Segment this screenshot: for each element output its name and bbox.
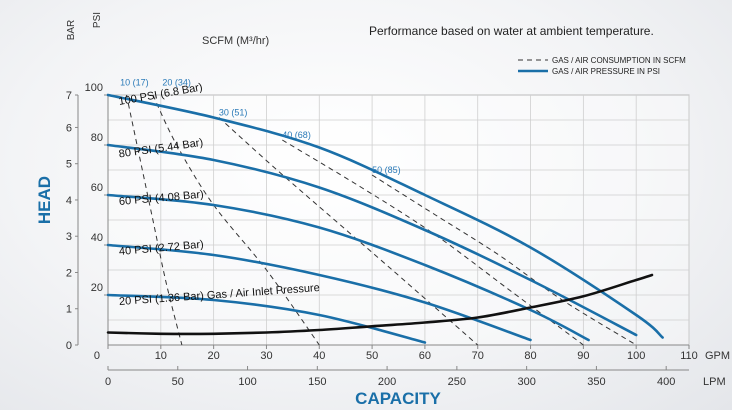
psi-tick-label: 100	[85, 82, 103, 94]
lpm-tick-label: 350	[587, 376, 605, 388]
gpm-tick-label: 60	[419, 350, 431, 362]
gpm-tick-label: 50	[366, 350, 378, 362]
pressure-curve	[106, 193, 590, 342]
gpm-tick-label: 70	[472, 350, 484, 362]
bar-tick-label: 5	[66, 159, 72, 171]
legend-label: GAS / AIR CONSUMPTION IN SCFM	[552, 56, 686, 65]
legend: GAS / AIR CONSUMPTION IN SCFM GAS / AIR P…	[518, 56, 686, 76]
gpm-tick-label: 80	[524, 350, 536, 362]
consumption-line	[152, 94, 320, 346]
consumption-label: 40 (68)	[282, 130, 311, 140]
bar-tick-label: 7	[66, 90, 72, 102]
gpm-tick-label: 40	[313, 350, 325, 362]
psi-tick-label: 40	[91, 232, 103, 244]
bar-tick-label: 2	[66, 267, 72, 279]
head-axis-title: HEAD	[35, 176, 54, 224]
performance-note: Performance based on water at ambient te…	[369, 24, 654, 38]
lpm-tick-label: 0	[105, 376, 111, 388]
lpm-unit-label: LPM	[703, 376, 726, 388]
gpm-tick-label: 110	[680, 350, 698, 362]
psi-tick-label: 20	[91, 282, 103, 294]
consumption-label: 20 (34)	[162, 78, 191, 88]
consumption-label: 50 (85)	[372, 165, 401, 175]
lpm-tick-label: 100	[238, 376, 256, 388]
lpm-tick-label: 200	[378, 376, 396, 388]
consumption-line	[126, 94, 183, 346]
bar-tick-label: 0	[66, 340, 72, 352]
gpm-tick-label: 100	[627, 350, 645, 362]
gpm-unit-label: GPM	[705, 350, 730, 362]
grid	[107, 94, 690, 346]
psi-tick-label: 60	[91, 182, 103, 194]
lpm-tick-label: 400	[657, 376, 675, 388]
bar-tick-label: 3	[66, 231, 72, 243]
pressure-curve	[106, 243, 532, 342]
pressure-curve	[106, 93, 664, 339]
gpm-tick-label: 20	[208, 350, 220, 362]
pressure-curve	[106, 293, 427, 344]
gpm-tick-label: 0	[94, 350, 100, 362]
lpm-tick-label: 300	[517, 376, 535, 388]
consumption-label: 30 (51)	[219, 108, 248, 118]
bar-tick-label: 1	[66, 304, 72, 316]
gpm-tick-label: 90	[577, 350, 589, 362]
lpm-tick-label: 150	[308, 376, 326, 388]
psi-tick-label: 80	[91, 132, 103, 144]
inlet-curve	[106, 273, 654, 336]
gpm-tick-label: 30	[260, 350, 272, 362]
consumption-label: 10 (17)	[120, 78, 149, 88]
legend-label: GAS / AIR PRESSURE IN PSI	[552, 67, 660, 76]
lpm-tick-label: 250	[448, 376, 466, 388]
psi-unit-label: PSI	[92, 12, 103, 28]
gpm-tick-label: 10	[155, 350, 167, 362]
pressure-lines	[106, 93, 664, 344]
bar-unit-label: BAR	[66, 20, 77, 41]
pressure-curve	[106, 143, 638, 337]
bar-tick-label: 6	[66, 122, 72, 134]
capacity-axis-title: CAPACITY	[355, 389, 441, 408]
bar-tick-label: 4	[66, 195, 72, 207]
lpm-tick-label: 50	[172, 376, 184, 388]
consumption-line	[218, 117, 479, 346]
scfm-title: SCFM (M³/hr)	[202, 35, 269, 47]
